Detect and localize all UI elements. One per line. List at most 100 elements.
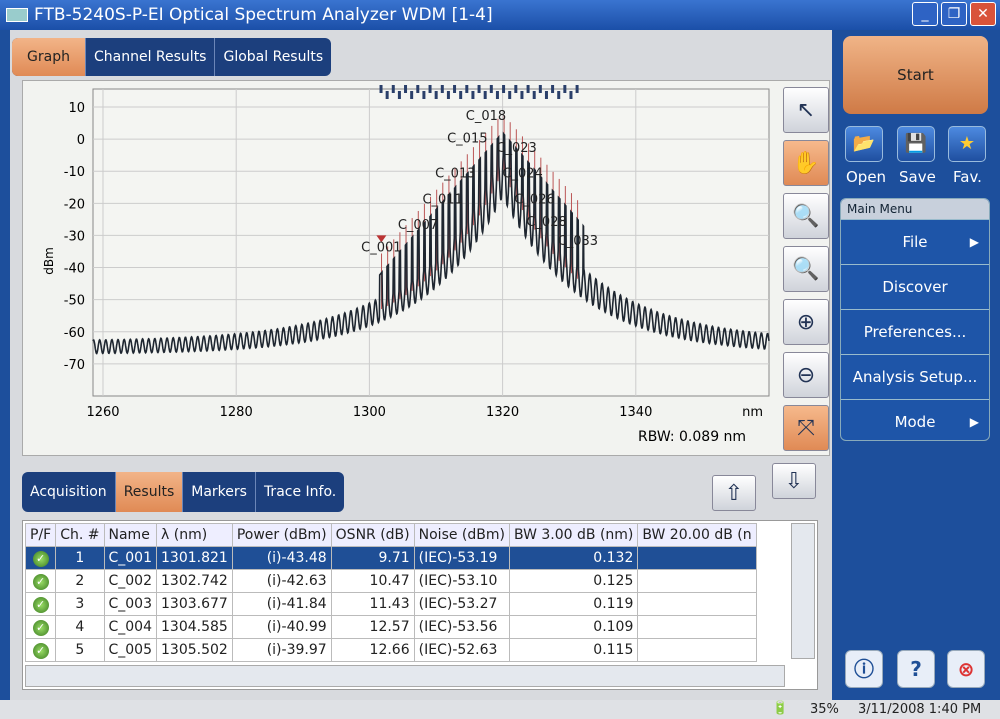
minimize-button[interactable]: _ [912, 2, 938, 26]
pass-icon: ✓ [24, 569, 57, 593]
channel-tick-marker [489, 85, 493, 93]
menu-item-file[interactable]: File ▶ [841, 219, 989, 264]
arrow-right-icon: ▶ [969, 235, 979, 249]
exit-button[interactable]: ⊗ [947, 650, 985, 688]
table-cell: (i)-39.97 [231, 638, 332, 662]
window-title: FTB-5240S-P-EI Optical Spectrum Analyzer… [34, 5, 493, 25]
channel-tick-marker [410, 91, 414, 99]
main-menu-title: Main Menu [841, 199, 989, 219]
column-header[interactable]: Noise (dBm) [413, 523, 510, 547]
channel-tick-marker [508, 91, 512, 99]
channel-tick-marker [428, 85, 432, 93]
column-header[interactable]: BW 3.00 dB (nm) [508, 523, 639, 547]
zoom-area-tool[interactable]: 🔍 [783, 193, 829, 239]
channel-tick-marker [569, 91, 573, 99]
channel-tick-marker [422, 91, 426, 99]
scroll-up-button[interactable]: ⇧ [712, 475, 756, 511]
channel-tick-marker [575, 85, 579, 93]
tab-trace-info[interactable]: Trace Info. [263, 484, 337, 500]
channel-tick-marker [526, 85, 530, 93]
menu-item-analysis-setup[interactable]: Analysis Setup... [841, 354, 989, 399]
folder-icon: 📂 [852, 133, 876, 154]
channel-tick-marker [477, 85, 481, 93]
y-axis-label: dBm [42, 247, 56, 275]
column-header[interactable]: Power (dBm) [231, 523, 332, 547]
app-icon [6, 8, 28, 22]
column-header[interactable]: Ch. # [55, 523, 105, 547]
check-icon: ✓ [32, 596, 49, 613]
table-cell: C_005 [103, 638, 157, 662]
auto-scale-tool[interactable]: ⤧ [783, 405, 829, 451]
channel-tick-marker [551, 85, 555, 93]
channel-tick-marker [514, 85, 518, 93]
pointer-tool[interactable]: ↖ [783, 87, 829, 133]
close-button[interactable]: ✕ [970, 2, 996, 26]
table-row[interactable]: ✓ 3 C_003 1303.677 (i)-41.84 11.43 (IEC)-53.27… [24, 592, 757, 616]
table-row[interactable]: ✓ 5 C_005 1305.502 (i)-39.97 12.66 (IEC)-52.63… [24, 638, 757, 662]
info-button[interactable]: ⓘ [845, 650, 883, 688]
battery-level: 35% [810, 702, 839, 717]
check-icon: ✓ [32, 550, 49, 567]
y-tick-label: -60 [64, 326, 85, 341]
channel-tick-marker [453, 85, 457, 93]
channel-label: C_001 [361, 240, 401, 255]
vertical-scrollbar[interactable] [791, 523, 815, 659]
zoom-1to1-tool[interactable]: 🔍 [783, 246, 829, 292]
tab-markers[interactable]: Markers [183, 472, 256, 512]
zoom-in-icon: ⊕ [796, 309, 816, 335]
x-tick-label: 1340 [619, 405, 652, 420]
zoom-out-tool[interactable]: ⊖ [783, 352, 829, 398]
pass-icon: ✓ [24, 615, 57, 639]
channel-label: C_024 [502, 167, 542, 182]
tab-graph[interactable]: Graph [12, 38, 86, 76]
favorites-button[interactable]: ★ [948, 126, 986, 162]
channel-tick-marker [520, 91, 524, 99]
open-label: Open [846, 168, 887, 186]
table-row[interactable]: ✓ 2 C_002 1302.742 (i)-42.63 10.47 (IEC)-53.10… [24, 569, 757, 593]
y-tick-label: -20 [64, 197, 85, 212]
channel-tick-marker [557, 91, 561, 99]
x-tick-label: 1260 [86, 405, 119, 420]
tab-global-results[interactable]: Global Results [223, 49, 324, 65]
table-row[interactable]: ✓ 1 C_001 1301.821 (i)-43.48 9.71 (IEC)-53.19 0… [24, 546, 757, 570]
y-tick-label: -30 [64, 229, 85, 244]
start-button[interactable]: Start [843, 36, 988, 114]
table-cell: 1302.742 [156, 569, 233, 593]
help-icon: ? [910, 657, 922, 681]
channel-label: C_013 [435, 167, 475, 182]
spectrum-chart[interactable]: 1260 1280 1300 1320 1340 10 0 -10 -20 -30 -40 -50 -6… [23, 81, 773, 421]
channel-tick-marker [459, 91, 463, 99]
table-cell: 2 [55, 569, 105, 593]
channel-label: C_018 [466, 109, 506, 124]
channel-label: C_011 [422, 192, 462, 207]
table-row[interactable]: ✓ 4 C_004 1304.585 (i)-40.99 12.57 (IEC)-53.56… [24, 615, 757, 639]
table-cell [637, 569, 757, 593]
column-header[interactable]: BW 20.00 dB (n [637, 523, 757, 547]
tab-results[interactable]: Results [115, 472, 184, 512]
scroll-down-button[interactable]: ⇩ [772, 463, 816, 499]
tab-channel-results[interactable]: Channel Results [86, 38, 216, 76]
channel-tick-marker [495, 91, 499, 99]
horizontal-scrollbar[interactable] [25, 665, 785, 687]
maximize-button[interactable]: ❐ [941, 2, 967, 26]
check-icon: ✓ [32, 619, 49, 636]
zoom-in-tool[interactable]: ⊕ [783, 299, 829, 345]
table-cell [637, 615, 757, 639]
channel-tick-marker [404, 85, 408, 93]
marker-icon [376, 235, 387, 243]
menu-item-mode[interactable]: Mode ▶ [841, 399, 989, 440]
menu-item-discover[interactable]: Discover [841, 264, 989, 309]
channel-tick-marker [434, 91, 438, 99]
column-header[interactable]: Name [103, 523, 157, 547]
menu-item-preferences[interactable]: Preferences... [841, 309, 989, 354]
table-cell: 10.47 [330, 569, 415, 593]
table-cell: (IEC)-53.56 [413, 615, 510, 639]
pan-tool[interactable]: ✋ [783, 140, 829, 186]
column-header[interactable]: P/F [24, 523, 57, 547]
save-button[interactable]: 💾 [897, 126, 935, 162]
column-header[interactable]: OSNR (dB) [330, 523, 415, 547]
tab-acquisition[interactable]: Acquisition [22, 472, 116, 512]
open-button[interactable]: 📂 [845, 126, 883, 162]
column-header[interactable]: λ (nm) [156, 523, 233, 547]
help-button[interactable]: ? [897, 650, 935, 688]
